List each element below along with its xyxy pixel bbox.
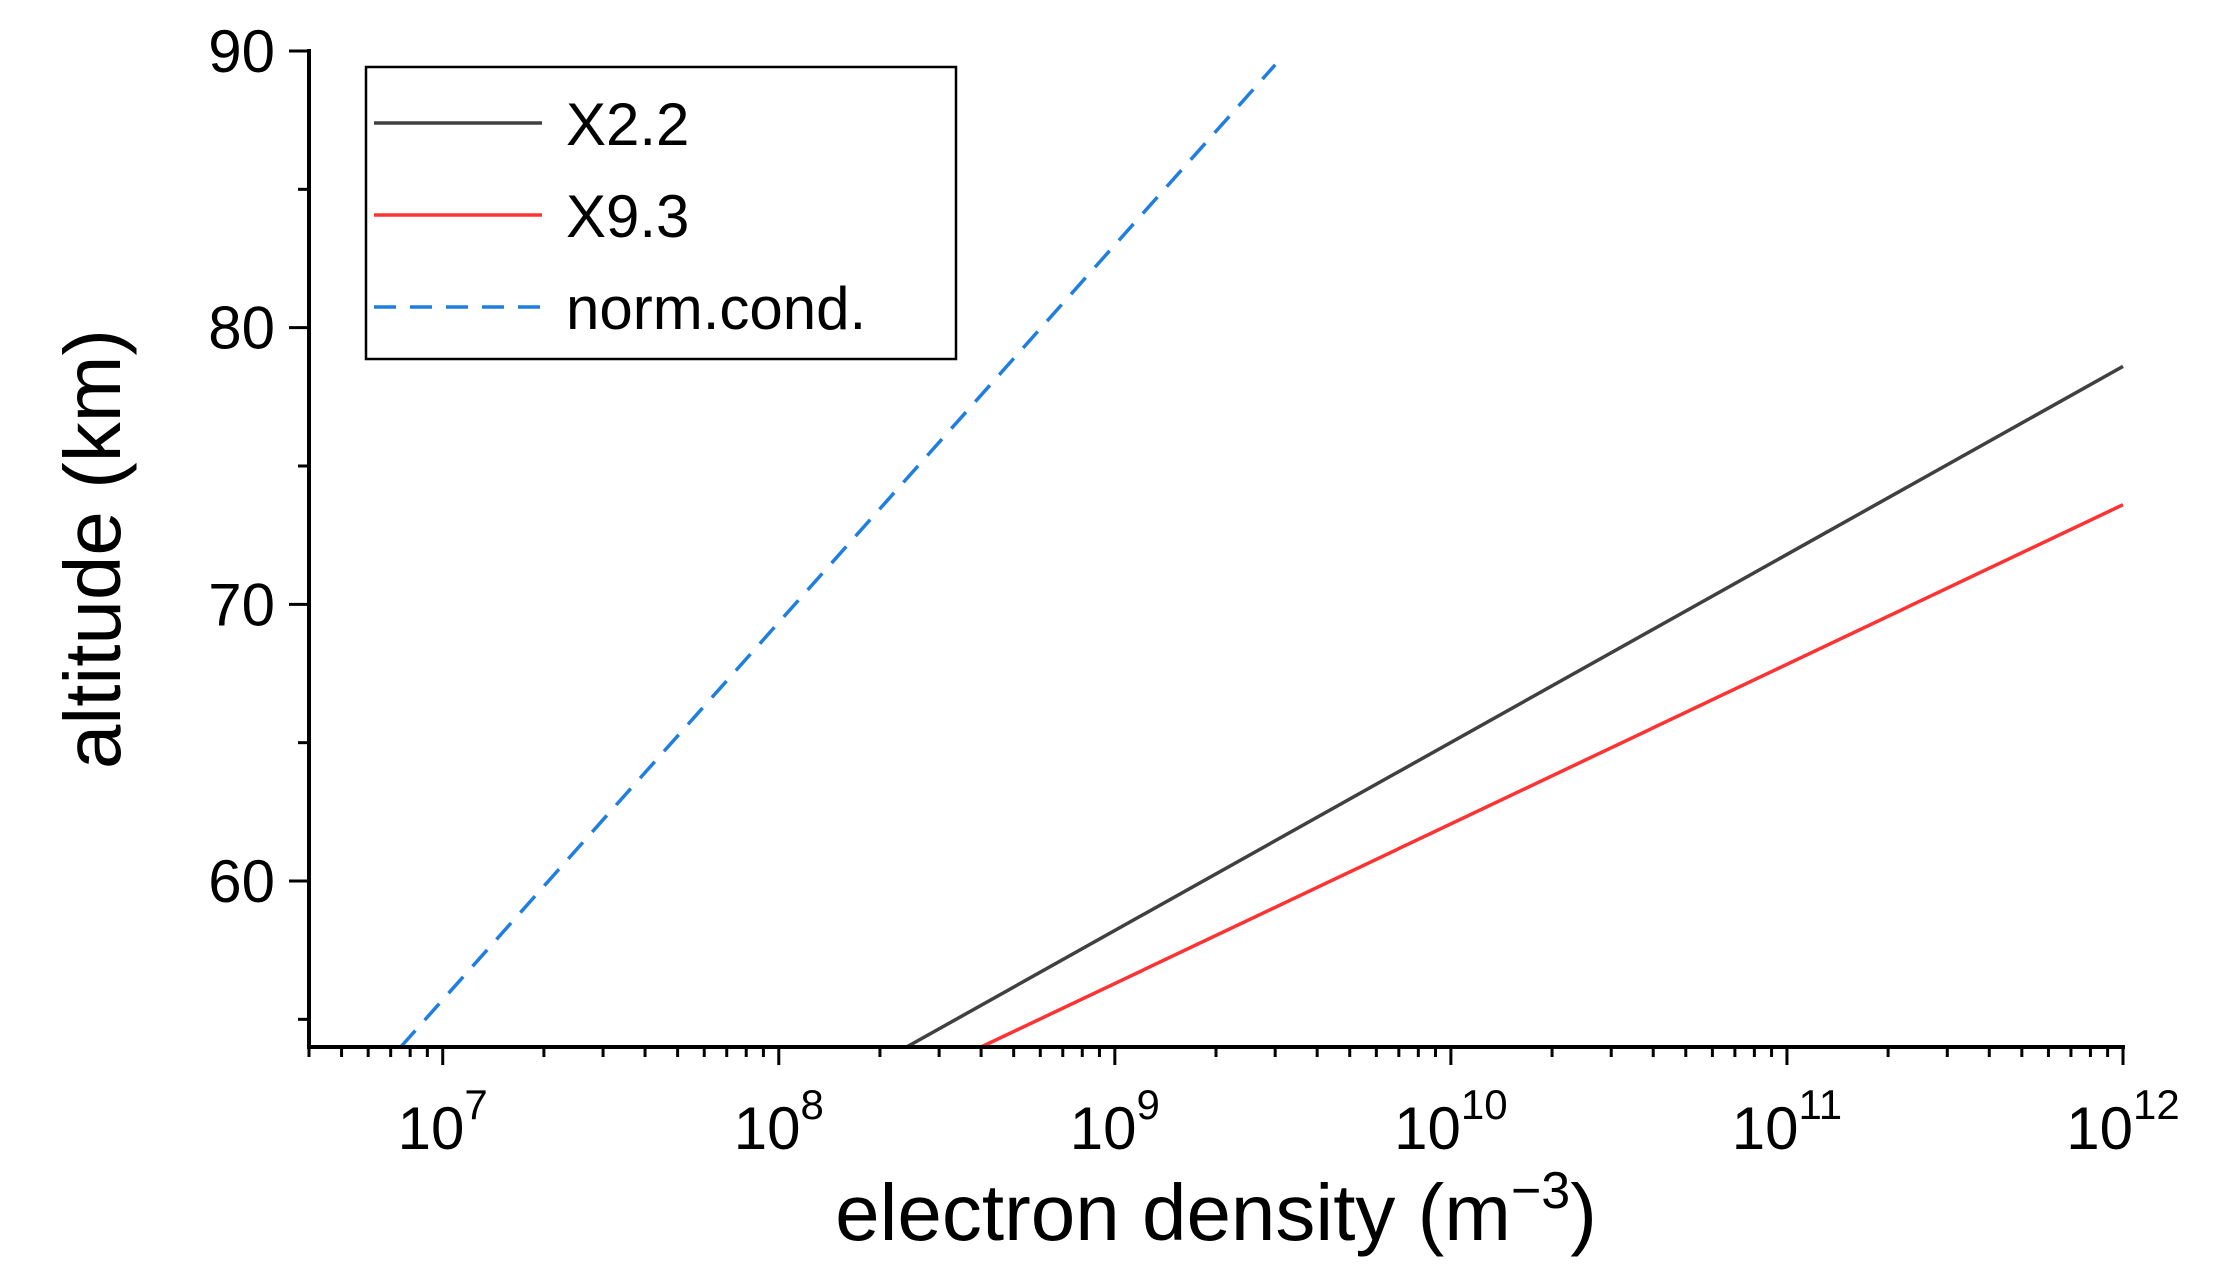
y-tick-label: 90 bbox=[208, 18, 275, 85]
x-tick-label-base: 10 bbox=[1732, 1095, 1799, 1162]
legend-label: X9.3 bbox=[566, 183, 689, 250]
x-tick-label-exponent: 11 bbox=[1799, 1081, 1843, 1128]
x-tick-label-base: 10 bbox=[2066, 1095, 2133, 1162]
legend-label: X2.2 bbox=[566, 91, 689, 158]
x-axis-label-main: electron density (m bbox=[835, 1168, 1511, 1257]
x-tick-label-base: 10 bbox=[1394, 1095, 1461, 1162]
series-line-x9-3 bbox=[980, 503, 2124, 1049]
legend: X2.2 X9.3 norm.cond. bbox=[364, 65, 958, 361]
x-tick-label-base: 10 bbox=[398, 1095, 465, 1162]
y-tick-label: 70 bbox=[208, 571, 275, 638]
x-tick-label-exponent: 7 bbox=[464, 1081, 487, 1128]
x-tick-label-exponent: 9 bbox=[1137, 1081, 1160, 1128]
x-tick-label: 108 bbox=[734, 1081, 824, 1162]
x-tick-label: 1010 bbox=[1394, 1081, 1507, 1162]
x-tick-label-base: 10 bbox=[734, 1095, 801, 1162]
x-tick-label-base: 10 bbox=[1070, 1095, 1137, 1162]
plot-area bbox=[399, 63, 2124, 1049]
series-line-x2-2 bbox=[905, 364, 2124, 1049]
x-axis-label: electron density (m−3) bbox=[835, 1162, 1597, 1257]
y-axis-label: altitude (km) bbox=[48, 329, 137, 769]
x-tick-label: 107 bbox=[398, 1081, 488, 1162]
x-tick-label-exponent: 12 bbox=[2133, 1081, 2180, 1128]
legend-box bbox=[364, 65, 958, 361]
x-tick-label-exponent: 8 bbox=[800, 1081, 823, 1128]
y-ticks: 60 70 80 90 bbox=[208, 18, 309, 1021]
x-tick-label: 109 bbox=[1070, 1081, 1160, 1162]
x-ticks: 107 108 109 1010 1011 1012 bbox=[307, 1047, 2180, 1162]
x-tick-label: 1012 bbox=[2066, 1081, 2179, 1162]
y-tick-label: 80 bbox=[208, 295, 275, 362]
x-tick-label: 1011 bbox=[1732, 1081, 1842, 1162]
x-axis-label-exponent: −3 bbox=[1511, 1162, 1570, 1220]
x-tick-label-exponent: 10 bbox=[1461, 1081, 1508, 1128]
legend-label: norm.cond. bbox=[566, 275, 866, 342]
y-tick-label: 60 bbox=[208, 848, 275, 915]
series-line-norm-cond bbox=[399, 63, 1277, 1049]
x-axis-label-close: ) bbox=[1570, 1168, 1597, 1257]
